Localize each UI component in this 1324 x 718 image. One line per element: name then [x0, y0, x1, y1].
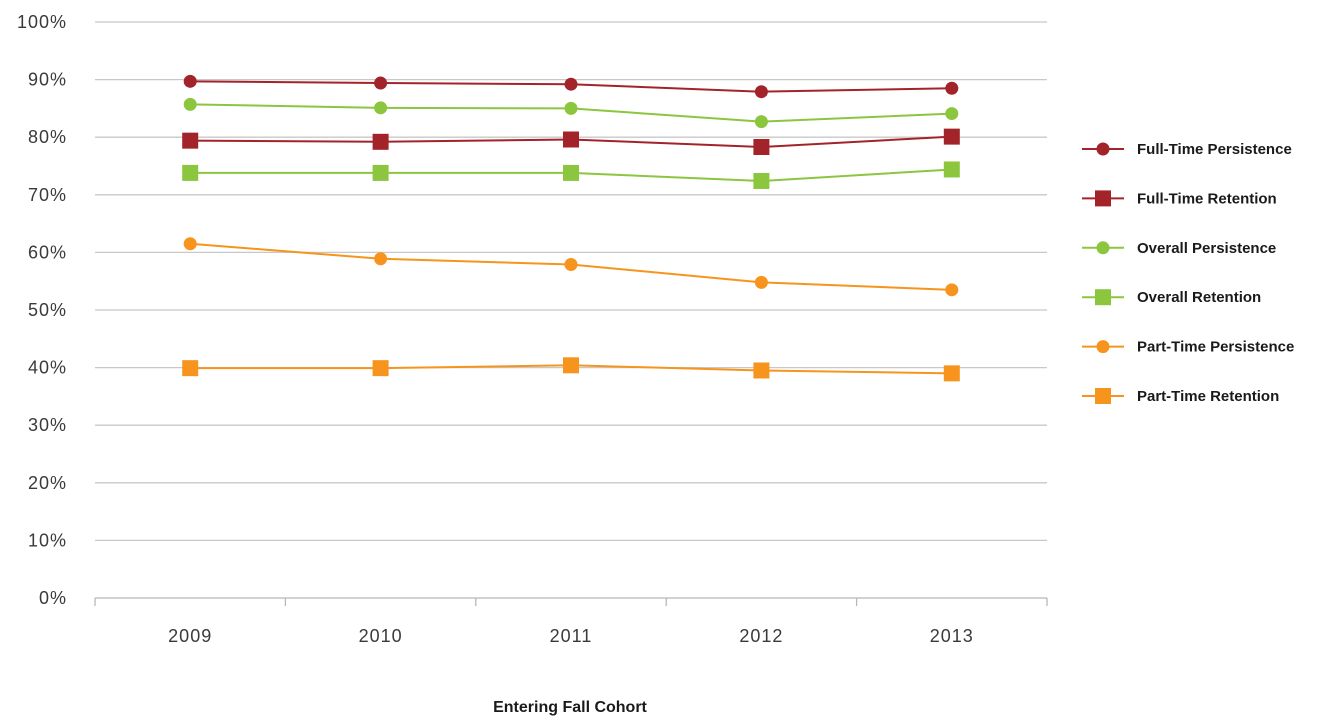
y-tick-label: 80%	[28, 127, 67, 147]
x-tick-label: 2013	[930, 626, 974, 646]
x-tick-label: 2009	[168, 626, 212, 646]
data-point	[564, 257, 578, 271]
legend-label: Full-Time Persistence	[1137, 141, 1292, 158]
data-point	[372, 360, 389, 377]
x-tick-label: 2011	[550, 626, 593, 646]
legend-label: Full-Time Retention	[1137, 190, 1277, 207]
x-axis-label: Entering Fall Cohort	[493, 699, 647, 716]
legend-label: Overall Persistence	[1137, 240, 1276, 257]
data-point	[563, 164, 579, 181]
x-tick-label: 2012	[739, 626, 783, 646]
y-tick-label: 90%	[28, 70, 67, 90]
y-tick-label: 20%	[28, 473, 67, 493]
series-full-time-retention	[182, 128, 960, 155]
legend-item: Part-Time Persistence	[1082, 339, 1294, 356]
data-point	[564, 77, 578, 91]
series-overall-persistence	[183, 97, 959, 129]
legend-item: Overall Retention	[1082, 289, 1261, 306]
legend-label: Overall Retention	[1137, 289, 1261, 306]
series-part-time-retention	[182, 357, 960, 382]
data-point	[372, 133, 389, 150]
legend-label: Part-Time Persistence	[1137, 339, 1294, 356]
y-axis-ticks: 0% 10% 20% 30% 40% 50% 60% 70% 80% 90% 100%	[17, 12, 67, 608]
legend-marker	[1096, 340, 1110, 354]
data-point	[183, 74, 197, 88]
series-part-time-persistence	[183, 237, 959, 297]
y-tick-label: 10%	[28, 530, 67, 550]
data-point	[564, 101, 578, 115]
series-group	[182, 74, 960, 382]
data-point	[754, 115, 768, 129]
data-point	[754, 85, 768, 99]
data-point	[374, 76, 388, 90]
y-tick-label: 100%	[17, 12, 67, 32]
legend-item: Overall Persistence	[1082, 240, 1276, 257]
x-tick-label: 2010	[359, 626, 403, 646]
y-tick-label: 50%	[28, 300, 67, 320]
legend: Full-Time Persistence Full-Time Retention…	[1082, 141, 1294, 405]
series-overall-retention	[182, 161, 960, 189]
data-point	[182, 132, 199, 149]
data-point	[943, 365, 960, 382]
data-point	[945, 107, 959, 121]
legend-item: Full-Time Retention	[1082, 190, 1277, 207]
data-point	[945, 283, 959, 297]
data-point	[182, 360, 199, 377]
y-tick-label: 60%	[28, 242, 67, 262]
data-point	[563, 131, 579, 148]
data-point	[183, 97, 197, 111]
data-point	[372, 164, 389, 181]
data-point	[945, 81, 959, 95]
legend-marker	[1096, 142, 1110, 156]
y-tick-label: 30%	[28, 415, 67, 435]
legend-marker	[1095, 388, 1111, 404]
series-full-time-persistence	[183, 74, 959, 99]
legend-marker	[1095, 190, 1111, 207]
data-point	[563, 357, 579, 374]
legend-item: Part-Time Retention	[1082, 388, 1279, 405]
data-point	[182, 164, 199, 181]
y-tick-label: 0%	[39, 588, 67, 608]
data-point	[374, 101, 388, 115]
data-point	[753, 362, 770, 379]
data-point	[753, 138, 770, 155]
data-point	[374, 252, 388, 266]
legend-label: Part-Time Retention	[1137, 388, 1279, 405]
y-tick-label: 70%	[28, 185, 67, 205]
data-point	[183, 237, 197, 251]
x-axis: 2009 2010 2011 2012 2013	[94, 598, 1048, 646]
legend-marker	[1095, 289, 1111, 306]
data-point	[943, 128, 960, 145]
data-point	[753, 172, 770, 189]
data-point	[754, 275, 768, 289]
legend-marker	[1096, 241, 1110, 255]
legend-item: Full-Time Persistence	[1082, 141, 1292, 158]
data-point	[943, 161, 960, 178]
y-tick-label: 40%	[28, 358, 67, 378]
